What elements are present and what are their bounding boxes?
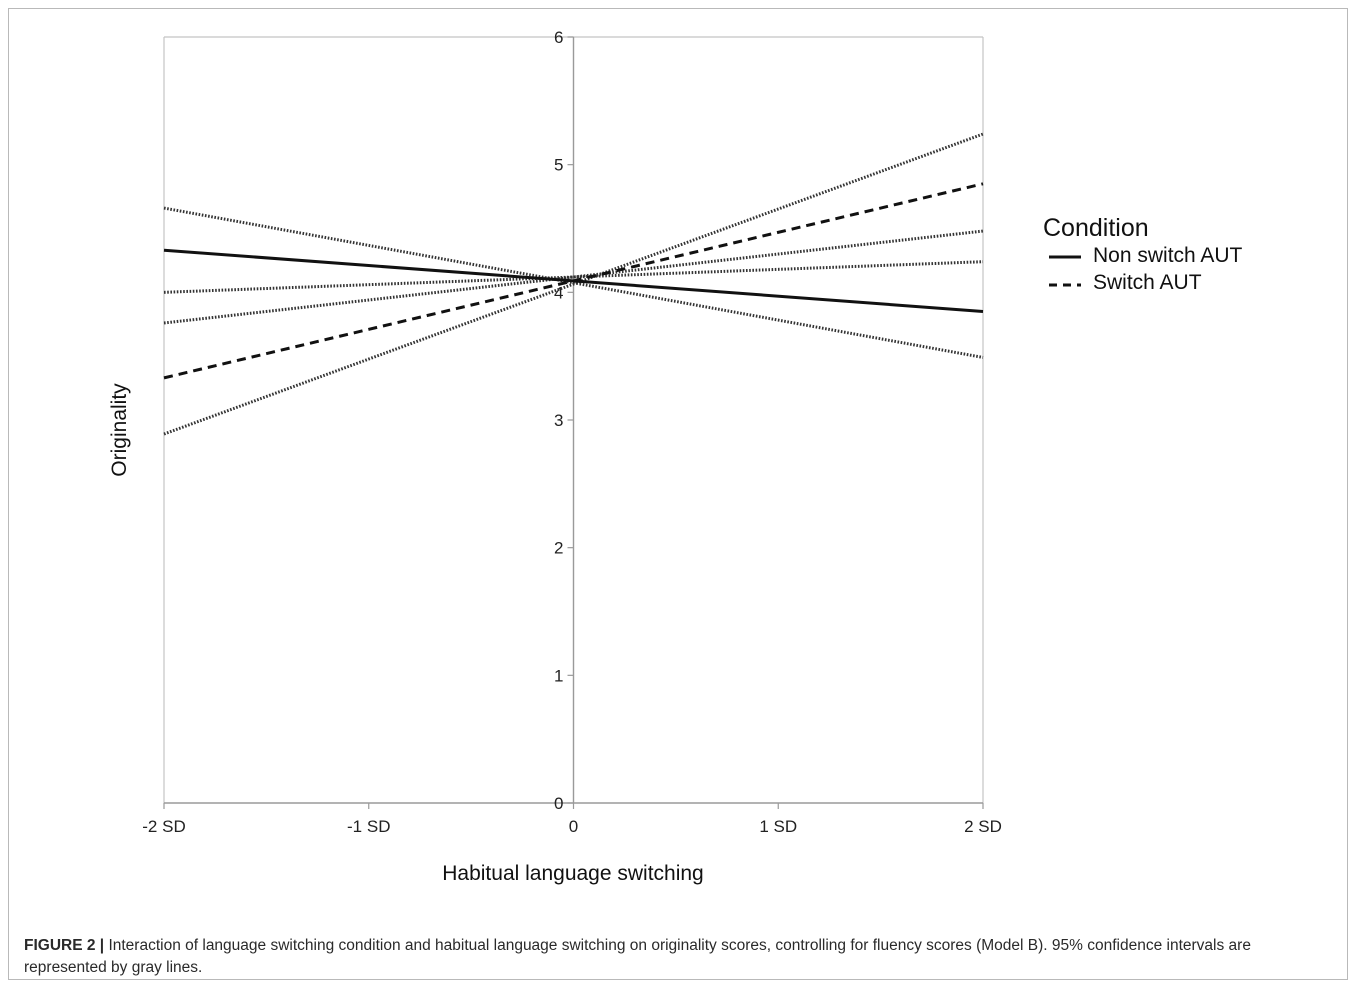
y-tick-label: 6 bbox=[554, 28, 563, 47]
x-tick-label: 1 SD bbox=[759, 817, 797, 836]
figure-frame bbox=[8, 8, 1348, 980]
x-tick-label: -2 SD bbox=[142, 817, 185, 836]
x-tick-label: 2 SD bbox=[964, 817, 1002, 836]
y-tick-label: 4 bbox=[554, 283, 563, 302]
series-lines bbox=[163, 182, 984, 380]
legend-label-switch: Switch AUT bbox=[1093, 271, 1202, 294]
series-line-switch-aut bbox=[163, 182, 984, 380]
x-tick-label: -1 SD bbox=[347, 817, 390, 836]
y-ticks: 0 1 2 3 4 5 6 bbox=[554, 28, 574, 813]
y-tick-label: 0 bbox=[554, 794, 563, 813]
legend: Condition Non switch AUT Switch AUT bbox=[1043, 214, 1243, 294]
y-tick-label: 5 bbox=[554, 156, 563, 175]
y-tick-label: 1 bbox=[554, 666, 563, 685]
figure-caption: FIGURE 2 | Interaction of language switc… bbox=[24, 935, 1324, 979]
x-tick-label: 0 bbox=[569, 817, 578, 836]
x-axis-title: Habitual language switching bbox=[442, 862, 704, 885]
legend-title: Condition bbox=[1043, 214, 1149, 242]
y-tick-label: 3 bbox=[554, 411, 563, 430]
legend-label-non-switch: Non switch AUT bbox=[1093, 244, 1243, 267]
confidence-band-line bbox=[163, 132, 984, 436]
x-ticks: -2 SD -1 SD 0 1 SD 2 SD bbox=[142, 803, 1002, 836]
caption-text: Interaction of language switching condit… bbox=[24, 937, 1251, 976]
caption-label: FIGURE 2 | bbox=[24, 937, 105, 954]
confidence-bands bbox=[163, 132, 984, 436]
confidence-band-line bbox=[163, 260, 984, 294]
y-axis-title: Originality bbox=[108, 383, 131, 477]
y-tick-label: 2 bbox=[554, 539, 563, 558]
